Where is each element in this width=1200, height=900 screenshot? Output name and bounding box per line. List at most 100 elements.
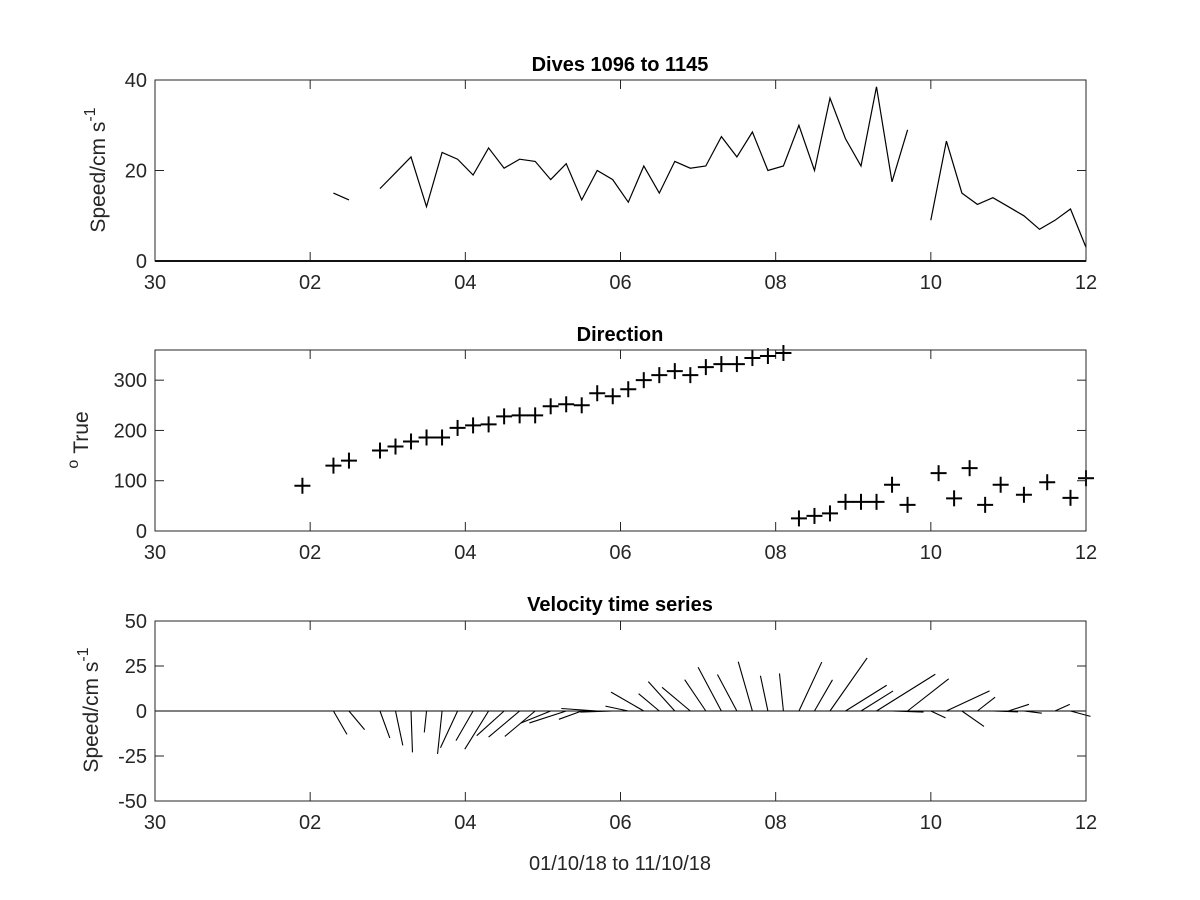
plus-marker xyxy=(449,419,466,436)
plus-marker xyxy=(496,408,513,425)
velocity-vector xyxy=(647,681,676,712)
plus-marker xyxy=(480,416,497,433)
velocity-vector xyxy=(716,674,738,712)
plus-marker xyxy=(977,496,994,513)
velocity-vector xyxy=(684,679,707,712)
x-tick-label: 30 xyxy=(144,542,166,564)
plus-marker xyxy=(884,476,901,493)
y-tick-label: 300 xyxy=(114,370,147,392)
velocity-vector xyxy=(798,661,823,712)
axes-box xyxy=(154,79,1087,262)
x-tick-label: 02 xyxy=(299,272,321,294)
velocity-vector xyxy=(977,696,996,712)
y-tick-label: 200 xyxy=(114,420,147,442)
y-tick-label: 20 xyxy=(125,161,147,183)
velocity-vector xyxy=(439,710,459,748)
velocity-vector xyxy=(410,710,414,753)
plus-marker xyxy=(946,490,963,507)
y-tick-label: 0 xyxy=(136,521,147,543)
plus-marker xyxy=(806,507,823,524)
velocity-vector xyxy=(436,710,443,755)
velocity-vector xyxy=(348,710,365,730)
x-tick-label: 04 xyxy=(454,272,476,294)
x-tick-label: 10 xyxy=(920,272,942,294)
y-tick-label: 50 xyxy=(125,611,147,633)
panel-speed: Dives 1096 to 1145 Speed/cm s-1 30 02 04 06… xyxy=(82,54,1097,294)
x-tick-label: 08 xyxy=(765,542,787,564)
series-line-segment xyxy=(333,192,350,201)
velocity-vector xyxy=(737,661,753,712)
velocity-vector xyxy=(961,710,985,727)
plus-marker xyxy=(1015,486,1032,503)
velocity-vector xyxy=(379,710,391,739)
plus-marker xyxy=(340,452,357,469)
plus-marker xyxy=(821,505,838,522)
axis-ticks: 30 02 04 06 08 10 12 0 20 40 xyxy=(125,70,1097,294)
velocity-vector xyxy=(907,678,950,712)
x-tick-label: 06 xyxy=(609,272,631,294)
velocity-vector xyxy=(992,710,1019,713)
velocity-vector xyxy=(610,691,645,712)
plot-area xyxy=(155,657,1091,755)
y-tick-label: -50 xyxy=(118,791,147,813)
y-tick-label: 25 xyxy=(125,656,147,678)
velocity-vector xyxy=(394,710,404,746)
plus-marker xyxy=(635,372,652,389)
plus-marker xyxy=(294,477,311,494)
plus-marker xyxy=(713,356,730,373)
velocity-vector xyxy=(488,710,520,738)
y-tick-label: 0 xyxy=(136,701,147,723)
chart-title: Direction xyxy=(577,324,664,346)
plus-marker xyxy=(790,510,807,527)
velocity-vector xyxy=(813,679,833,712)
plus-marker xyxy=(403,433,420,450)
plus-marker xyxy=(992,476,1009,493)
plus-marker xyxy=(837,493,854,510)
x-tick-label: 30 xyxy=(144,272,166,294)
plus-marker xyxy=(744,350,761,367)
velocity-vector xyxy=(1023,710,1042,714)
plus-marker xyxy=(387,438,404,455)
plus-marker xyxy=(511,407,528,424)
velocity-vector xyxy=(860,690,894,712)
x-tick-label: 08 xyxy=(765,812,787,834)
x-tick-label: 02 xyxy=(299,542,321,564)
plus-marker xyxy=(853,493,870,510)
x-tick-label: 02 xyxy=(299,812,321,834)
plus-marker xyxy=(573,397,590,414)
plus-marker xyxy=(775,345,792,362)
axes-box xyxy=(154,620,1087,802)
velocity-vector xyxy=(455,710,474,741)
y-tick-label: -25 xyxy=(118,746,147,768)
velocity-vector xyxy=(558,710,582,720)
x-tick-label: 12 xyxy=(1075,812,1097,834)
plus-marker xyxy=(542,398,559,415)
velocity-vector xyxy=(1008,703,1030,712)
y-tick-label: 0 xyxy=(136,251,147,273)
axes-box xyxy=(154,349,1087,532)
x-tick-label: 10 xyxy=(920,542,942,564)
velocity-vector xyxy=(580,710,613,713)
series-line-segment xyxy=(379,86,909,209)
velocity-vector xyxy=(759,675,769,712)
plus-marker xyxy=(558,396,575,413)
axis-ticks: 30 02 04 06 08 10 12 0 100 200 300 xyxy=(114,350,1097,564)
plus-marker xyxy=(728,356,745,373)
plus-marker xyxy=(961,460,978,477)
velocity-vector xyxy=(464,710,490,750)
plus-marker xyxy=(527,407,544,424)
y-tick-label: 100 xyxy=(114,471,147,493)
panel-velocity: Velocity time series Speed/cm s-1 30 02 04… xyxy=(75,594,1097,875)
velocity-vector xyxy=(661,686,691,712)
velocity-vector xyxy=(946,690,990,712)
plus-marker xyxy=(682,367,699,384)
plus-marker xyxy=(325,457,342,474)
velocity-vector xyxy=(876,673,936,712)
plus-marker xyxy=(759,348,776,365)
chart-title: Velocity time series xyxy=(527,594,713,616)
velocity-vector xyxy=(638,693,660,712)
plus-marker xyxy=(899,496,916,513)
plus-marker xyxy=(589,385,606,402)
axis-ticks: 30 02 04 06 08 10 12 -50 -25 0 25 50 xyxy=(118,611,1097,834)
